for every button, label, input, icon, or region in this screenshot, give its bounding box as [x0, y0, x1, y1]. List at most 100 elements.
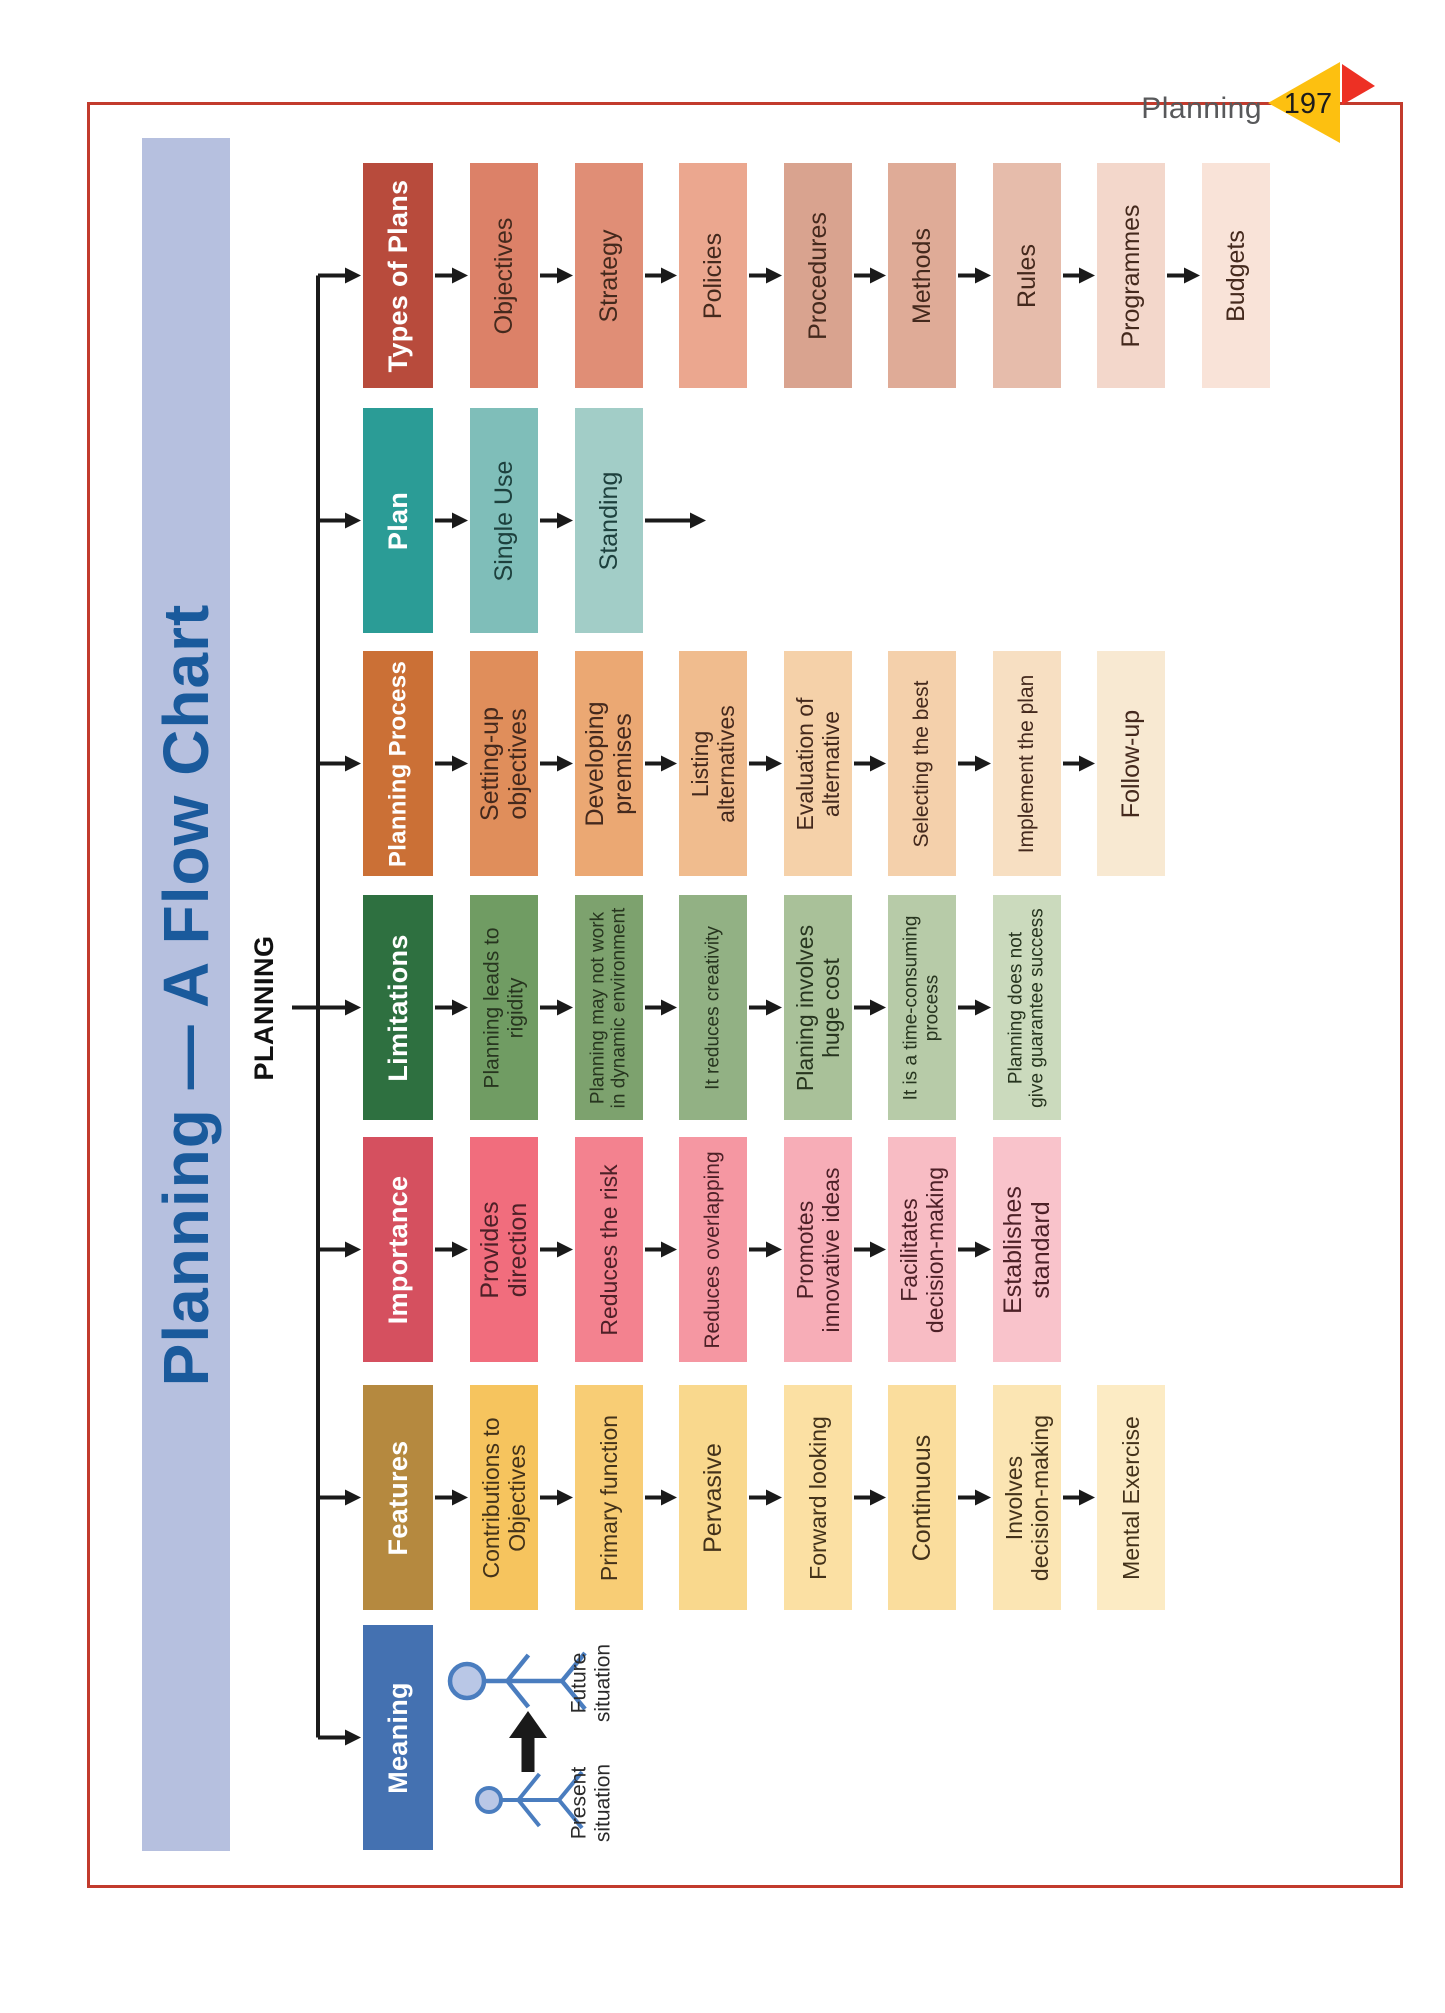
flow-node-label: Promotes innovative ideas — [792, 1167, 844, 1332]
flow-node-limitations-2: It reduces creativity — [679, 895, 747, 1120]
flow-node-limitations-1: Planning may not work in dynamic environ… — [575, 895, 643, 1120]
flow-node-label: Planning does not give guarantee success — [1005, 907, 1048, 1108]
flow-node-label: Budgets — [1221, 229, 1250, 322]
flow-node-limitations-5: Planning does not give guarantee success — [993, 895, 1061, 1120]
category-header-meaning: Meaning — [363, 1625, 433, 1850]
flow-node-label: Planing involves huge cost — [792, 924, 844, 1091]
meaning-figures — [447, 1651, 587, 1830]
red-flag-icon — [1342, 64, 1375, 105]
flow-node-label: Objectives — [489, 217, 518, 334]
flow-node-planning-process-2: Listing alternatives — [679, 651, 747, 876]
flow-node-importance-3: Promotes innovative ideas — [784, 1137, 852, 1362]
flow-node-label: It is a time-consuming process — [900, 915, 943, 1100]
flow-node-planning-process-3: Evaluation of alternative — [784, 651, 852, 876]
flow-node-plan-1: Standing — [575, 408, 643, 633]
flow-node-label: Forward looking — [805, 1415, 832, 1580]
flow-node-label: Follow-up — [1116, 709, 1145, 818]
flow-node-label: Rules — [1012, 243, 1041, 308]
flow-node-types-of-plans-0: Objectives — [470, 163, 538, 388]
flow-node-label: Methods — [907, 227, 936, 324]
flow-node-label: Policies — [698, 232, 727, 319]
category-header-limitations: Limitations — [363, 895, 433, 1120]
flow-node-label: Continuous — [907, 1434, 936, 1561]
flow-node-label: Procedures — [803, 211, 832, 340]
flow-node-types-of-plans-1: Strategy — [575, 163, 643, 388]
flow-node-types-of-plans-7: Budgets — [1202, 163, 1270, 388]
category-header-types-of-plans: Types of Plans — [363, 163, 433, 388]
present-situation-label-box: Present situation — [566, 1758, 616, 1848]
flow-node-types-of-plans-2: Policies — [679, 163, 747, 388]
flow-node-types-of-plans-6: Programmes — [1097, 163, 1165, 388]
flow-node-label: Mental Exercise — [1118, 1415, 1145, 1580]
category-header-features: Features — [363, 1385, 433, 1610]
category-header-importance: Importance — [363, 1137, 433, 1362]
flow-node-planning-process-0: Setting-up objectives — [470, 651, 538, 876]
flow-node-label: Evaluation of alternative — [792, 697, 844, 830]
flow-node-features-5: Involves decision-making — [993, 1385, 1061, 1610]
flow-node-planning-process-1: Developing premises — [575, 651, 643, 876]
flow-node-label: Planning may not work in dynamic environ… — [587, 907, 630, 1108]
flow-node-label: Primary function — [596, 1414, 623, 1581]
flow-node-importance-4: Facilitates decision-making — [888, 1137, 956, 1362]
flow-node-planning-process-5: Implement the plan — [993, 651, 1061, 876]
flow-node-features-4: Continuous — [888, 1385, 956, 1610]
page-number: 197 — [1283, 88, 1333, 120]
connector-arrows — [292, 267, 1200, 1746]
flow-node-features-2: Pervasive — [679, 1385, 747, 1610]
flow-node-plan-0: Single Use — [470, 408, 538, 633]
flow-node-label: Planning leads to rigidity — [480, 926, 527, 1089]
flow-node-label: Contributions to Objectives — [478, 1416, 530, 1579]
flow-node-types-of-plans-4: Methods — [888, 163, 956, 388]
category-label: Features — [382, 1440, 413, 1555]
flow-node-label: Programmes — [1116, 203, 1145, 348]
flow-node-label: Developing premises — [580, 700, 637, 827]
flow-node-label: Pervasive — [698, 1442, 727, 1553]
category-label: Types of Plans — [382, 179, 413, 372]
flow-node-label: Establishes standard — [998, 1185, 1055, 1314]
flow-node-importance-1: Reduces the risk — [575, 1137, 643, 1362]
present-situation-label: Present situation — [567, 1763, 614, 1843]
flow-node-label: Reduces the risk — [596, 1163, 623, 1336]
flow-node-label: Standing — [594, 471, 623, 570]
future-situation-label-box: Future situation — [566, 1638, 616, 1728]
flow-node-label: Selecting the best — [910, 680, 934, 847]
yellow-triangle-icon — [1268, 62, 1340, 143]
flow-node-features-3: Forward looking — [784, 1385, 852, 1610]
present-situation-figure-icon — [475, 1770, 584, 1830]
future-situation-label: Future situation — [567, 1643, 614, 1723]
flow-node-importance-0: Provides direction — [470, 1137, 538, 1362]
category-label: Meaning — [382, 1681, 413, 1794]
flow-node-label: Facilitates decision-making — [896, 1166, 948, 1333]
flow-node-features-1: Primary function — [575, 1385, 643, 1610]
flow-node-types-of-plans-3: Procedures — [784, 163, 852, 388]
flow-node-label: Involves decision-making — [1001, 1414, 1053, 1581]
flow-node-features-0: Contributions to Objectives — [470, 1385, 538, 1610]
flow-node-importance-5: Establishes standard — [993, 1137, 1061, 1362]
title-banner: Planning — A Flow Chart — [142, 138, 230, 1851]
flow-node-limitations-4: It is a time-consuming process — [888, 895, 956, 1120]
category-label: Limitations — [382, 933, 413, 1082]
flow-node-label: Strategy — [594, 228, 623, 323]
upward-arrow-icon — [509, 1711, 547, 1772]
flow-node-label: Setting-up objectives — [475, 706, 532, 821]
category-header-planning-process: Planning Process — [363, 651, 433, 876]
flow-node-types-of-plans-5: Rules — [993, 163, 1061, 388]
flow-node-label: Listing alternatives — [687, 704, 739, 823]
flow-node-label: It reduces creativity — [702, 925, 724, 1090]
category-label: Importance — [382, 1175, 413, 1324]
flow-node-label: Provides direction — [475, 1200, 532, 1299]
flow-node-label: Implement the plan — [1015, 674, 1039, 853]
page-border-frame — [87, 102, 1403, 1888]
flow-node-limitations-0: Planning leads to rigidity — [470, 895, 538, 1120]
category-label: Plan — [382, 491, 413, 550]
running-head: Planning — [1141, 92, 1262, 125]
category-header-plan: Plan — [363, 408, 433, 633]
flow-node-importance-2: Reduces overlapping — [679, 1137, 747, 1362]
flow-node-planning-process-4: Selecting the best — [888, 651, 956, 876]
category-label: Planning Process — [384, 660, 412, 867]
flow-node-label: Reduces overlapping — [701, 1150, 725, 1349]
page-corner-flag — [1268, 62, 1375, 143]
flow-node-planning-process-6: Follow-up — [1097, 651, 1165, 876]
